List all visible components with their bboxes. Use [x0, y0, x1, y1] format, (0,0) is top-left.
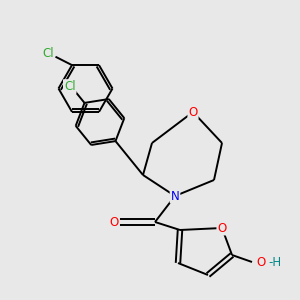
- Text: Cl: Cl: [64, 80, 76, 93]
- Text: -H: -H: [268, 256, 281, 268]
- Text: Cl: Cl: [42, 46, 54, 60]
- Text: O: O: [110, 215, 119, 229]
- Text: O: O: [188, 106, 198, 118]
- Text: O: O: [256, 256, 266, 268]
- Text: N: N: [171, 190, 179, 202]
- Text: O: O: [218, 221, 226, 235]
